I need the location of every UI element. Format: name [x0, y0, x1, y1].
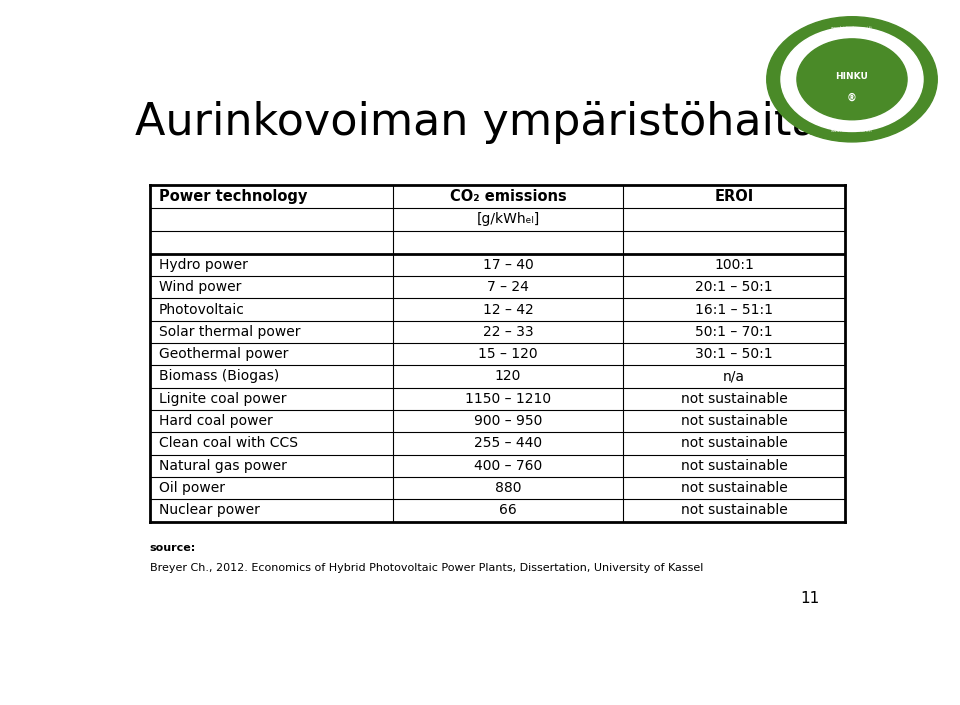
- Text: n/a: n/a: [723, 369, 745, 384]
- Text: 20:1 – 50:1: 20:1 – 50:1: [695, 280, 773, 294]
- Text: not sustainable: not sustainable: [681, 436, 787, 450]
- Text: 17 – 40: 17 – 40: [483, 258, 534, 272]
- Text: Lignite coal power: Lignite coal power: [158, 392, 286, 406]
- Text: ®: ®: [847, 92, 857, 102]
- Text: [g/kWhₑₗ]: [g/kWhₑₗ]: [476, 212, 540, 226]
- Text: Natural gas power: Natural gas power: [158, 459, 287, 473]
- Text: Nuclear power: Nuclear power: [158, 503, 259, 517]
- Text: Hydro power: Hydro power: [158, 258, 248, 272]
- Text: Oil power: Oil power: [158, 481, 225, 495]
- Circle shape: [767, 17, 937, 142]
- Text: source:: source:: [150, 544, 196, 553]
- Text: 7 – 24: 7 – 24: [487, 280, 529, 294]
- Text: 22 – 33: 22 – 33: [483, 325, 534, 339]
- Text: Biomass (Biogas): Biomass (Biogas): [158, 369, 279, 384]
- Text: 400 – 760: 400 – 760: [474, 459, 542, 473]
- Text: not sustainable: not sustainable: [681, 459, 787, 473]
- Circle shape: [797, 39, 907, 120]
- Text: Hard coal power: Hard coal power: [158, 414, 273, 428]
- Text: Wind power: Wind power: [158, 280, 241, 294]
- Text: 100:1: 100:1: [714, 258, 754, 272]
- Text: 16:1 – 51:1: 16:1 – 51:1: [695, 302, 773, 317]
- Text: HINKU: HINKU: [835, 72, 869, 81]
- Circle shape: [781, 27, 923, 131]
- Text: not sustainable: not sustainable: [681, 392, 787, 406]
- Text: 120: 120: [494, 369, 521, 384]
- Text: 30:1 – 50:1: 30:1 – 50:1: [695, 347, 773, 361]
- Text: 12 – 42: 12 – 42: [483, 302, 534, 317]
- Text: 15 – 120: 15 – 120: [478, 347, 538, 361]
- Text: Photovoltaic: Photovoltaic: [158, 302, 245, 317]
- Text: Geothermal power: Geothermal power: [158, 347, 288, 361]
- Text: EROI: EROI: [714, 189, 754, 204]
- Text: 11: 11: [801, 591, 820, 606]
- Text: 66: 66: [499, 503, 516, 517]
- Text: not sustainable: not sustainable: [681, 503, 787, 517]
- Text: not sustainable: not sustainable: [681, 414, 787, 428]
- Text: 255 – 440: 255 – 440: [474, 436, 542, 450]
- Text: CO₂ emissions: CO₂ emissions: [449, 189, 566, 204]
- Text: 880: 880: [494, 481, 521, 495]
- Text: not sustainable: not sustainable: [681, 481, 787, 495]
- Text: Breyer Ch., 2012. Economics of Hybrid Photovoltaic Power Plants, Dissertation, U: Breyer Ch., 2012. Economics of Hybrid Ph…: [150, 563, 703, 573]
- Text: 900 – 950: 900 – 950: [474, 414, 542, 428]
- Text: 50:1 – 70:1: 50:1 – 70:1: [695, 325, 773, 339]
- Text: www.hinku-foorumi.fi: www.hinku-foorumi.fi: [831, 27, 873, 30]
- Text: Power technology: Power technology: [158, 189, 307, 204]
- Text: Clean coal with CCS: Clean coal with CCS: [158, 436, 298, 450]
- Text: www.hinku-foorumi.fi: www.hinku-foorumi.fi: [831, 130, 873, 133]
- Text: Aurinkovoiman ympäristöhaitat: Aurinkovoiman ympäristöhaitat: [134, 101, 836, 144]
- Text: Solar thermal power: Solar thermal power: [158, 325, 300, 339]
- Text: 1150 – 1210: 1150 – 1210: [465, 392, 551, 406]
